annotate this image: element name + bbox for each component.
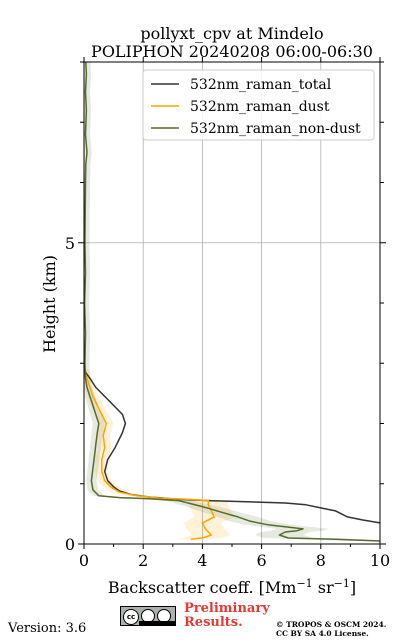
cc-license-badge: cc xyxy=(120,606,176,626)
x-tick-label-0: 0 xyxy=(79,551,89,570)
series-line-0 xyxy=(83,366,381,524)
y-axis-label: Height (km) xyxy=(40,255,59,353)
copyright-line2: CC BY SA 4.0 License. xyxy=(276,629,369,638)
legend-box xyxy=(142,69,375,141)
x-tick-label-3: 6 xyxy=(257,551,267,570)
y-tick-label-1: 5 xyxy=(65,234,75,253)
chart-title-line1: pollyxt_cpv at Mindelo xyxy=(140,24,324,43)
x-tick-label-5: 10 xyxy=(370,551,390,570)
legend-label-0: 532nm_raman_total xyxy=(190,77,332,93)
y-tick-label-0: 0 xyxy=(65,535,75,554)
chart-title-line2: POLIPHON 20240208 06:00-06:30 xyxy=(91,42,373,61)
legend-label-1: 532nm_raman_dust xyxy=(190,99,330,115)
x-axis-label: Backscatter coeff. [Mm−1 sr−1] xyxy=(108,577,356,597)
copyright-line1: © TROPOS & OSCM 2024. xyxy=(276,620,387,629)
preliminary-line2: Results. xyxy=(184,615,243,630)
series-line-2 xyxy=(83,61,381,542)
version-label: Version: 3.6 xyxy=(8,621,87,636)
x-tick-label-2: 4 xyxy=(197,551,207,570)
series-line-1 xyxy=(83,369,215,540)
preliminary-notice: Preliminary Results. xyxy=(184,602,270,630)
x-tick-label-4: 8 xyxy=(316,551,326,570)
cc-logo-icon: cc xyxy=(123,609,139,625)
x-tick-label-1: 2 xyxy=(138,551,148,570)
dust-uncertainty-band xyxy=(84,369,235,540)
preliminary-line1: Preliminary xyxy=(184,601,270,616)
copyright-notice: © TROPOS & OSCM 2024. CC BY SA 4.0 Licen… xyxy=(276,620,386,638)
legend-label-2: 532nm_raman_non-dust xyxy=(190,121,361,137)
cc-strip xyxy=(139,621,175,625)
